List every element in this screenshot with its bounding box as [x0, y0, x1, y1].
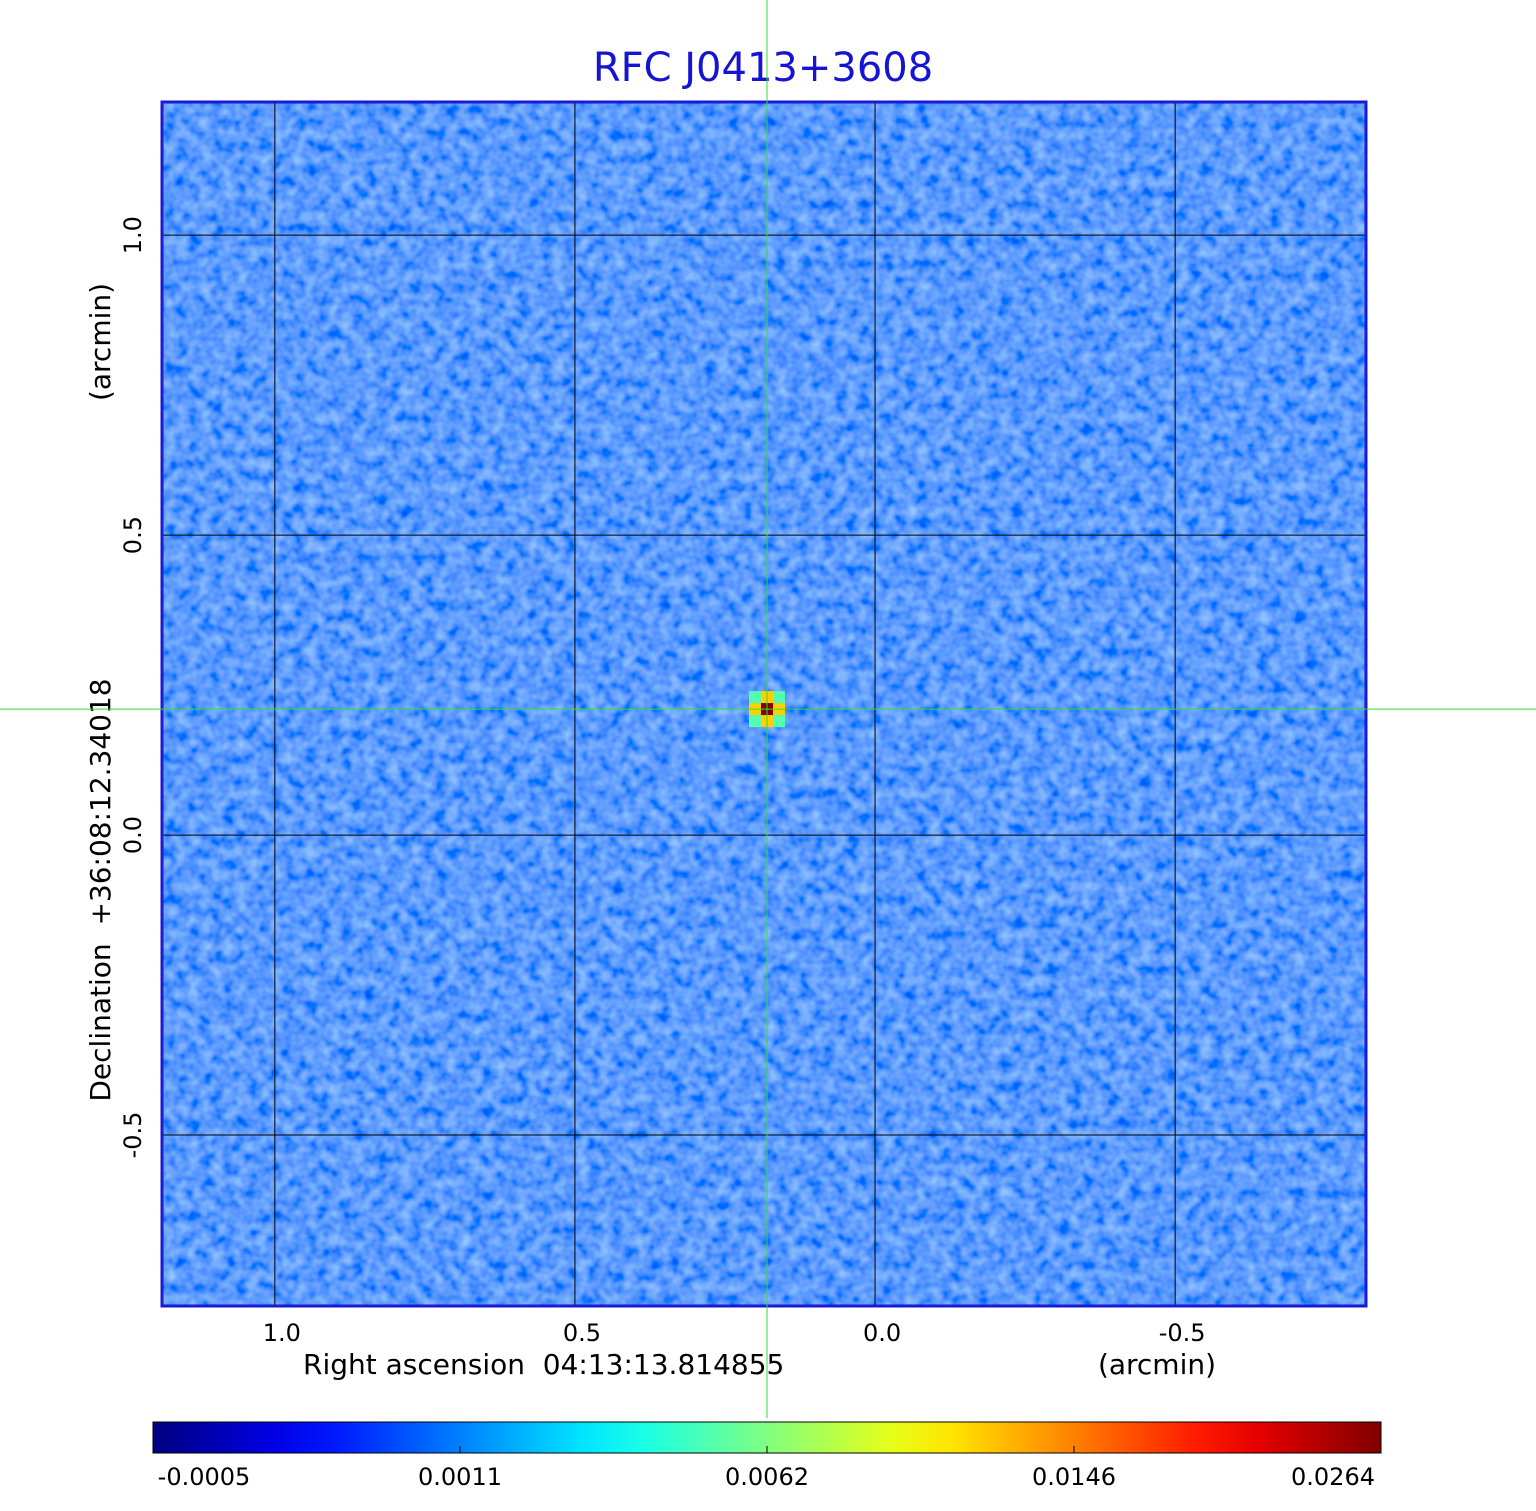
- colorbar-tick-label: 0.0264: [1291, 1463, 1375, 1491]
- source-halo: [773, 715, 786, 728]
- y-tick-label: 0.0: [119, 816, 147, 854]
- source-halo: [749, 691, 762, 704]
- source-halo: [773, 691, 786, 704]
- source-halo: [749, 715, 762, 728]
- y-axis-label: Declination +36:08:12.34018: [84, 678, 117, 1101]
- y-tick-label: 1.0: [119, 216, 147, 254]
- x-axis-unit: (arcmin): [1098, 1348, 1216, 1381]
- x-tick-label: 0.5: [563, 1319, 601, 1347]
- chart-title: RFC J0413+3608: [593, 45, 933, 91]
- colorbar-tick-label: 0.0146: [1032, 1463, 1116, 1491]
- colorbar-tick-label: 0.0062: [725, 1463, 809, 1491]
- plot-area: [162, 102, 1366, 1306]
- x-tick-label: 0.0: [863, 1319, 901, 1347]
- x-axis-label: Right ascension 04:13:13.814855: [303, 1348, 784, 1381]
- colorbar-tick-label: 0.0011: [418, 1463, 502, 1491]
- x-tick-label: 1.0: [263, 1319, 301, 1347]
- plot-frame: [160, 100, 1368, 1308]
- y-tick-label: -0.5: [119, 1112, 147, 1159]
- x-tick-label: -0.5: [1159, 1319, 1206, 1347]
- y-tick-label: 0.5: [119, 516, 147, 554]
- colorbar-tick-label: -0.0005: [158, 1463, 251, 1491]
- y-axis-unit: (arcmin): [84, 283, 117, 401]
